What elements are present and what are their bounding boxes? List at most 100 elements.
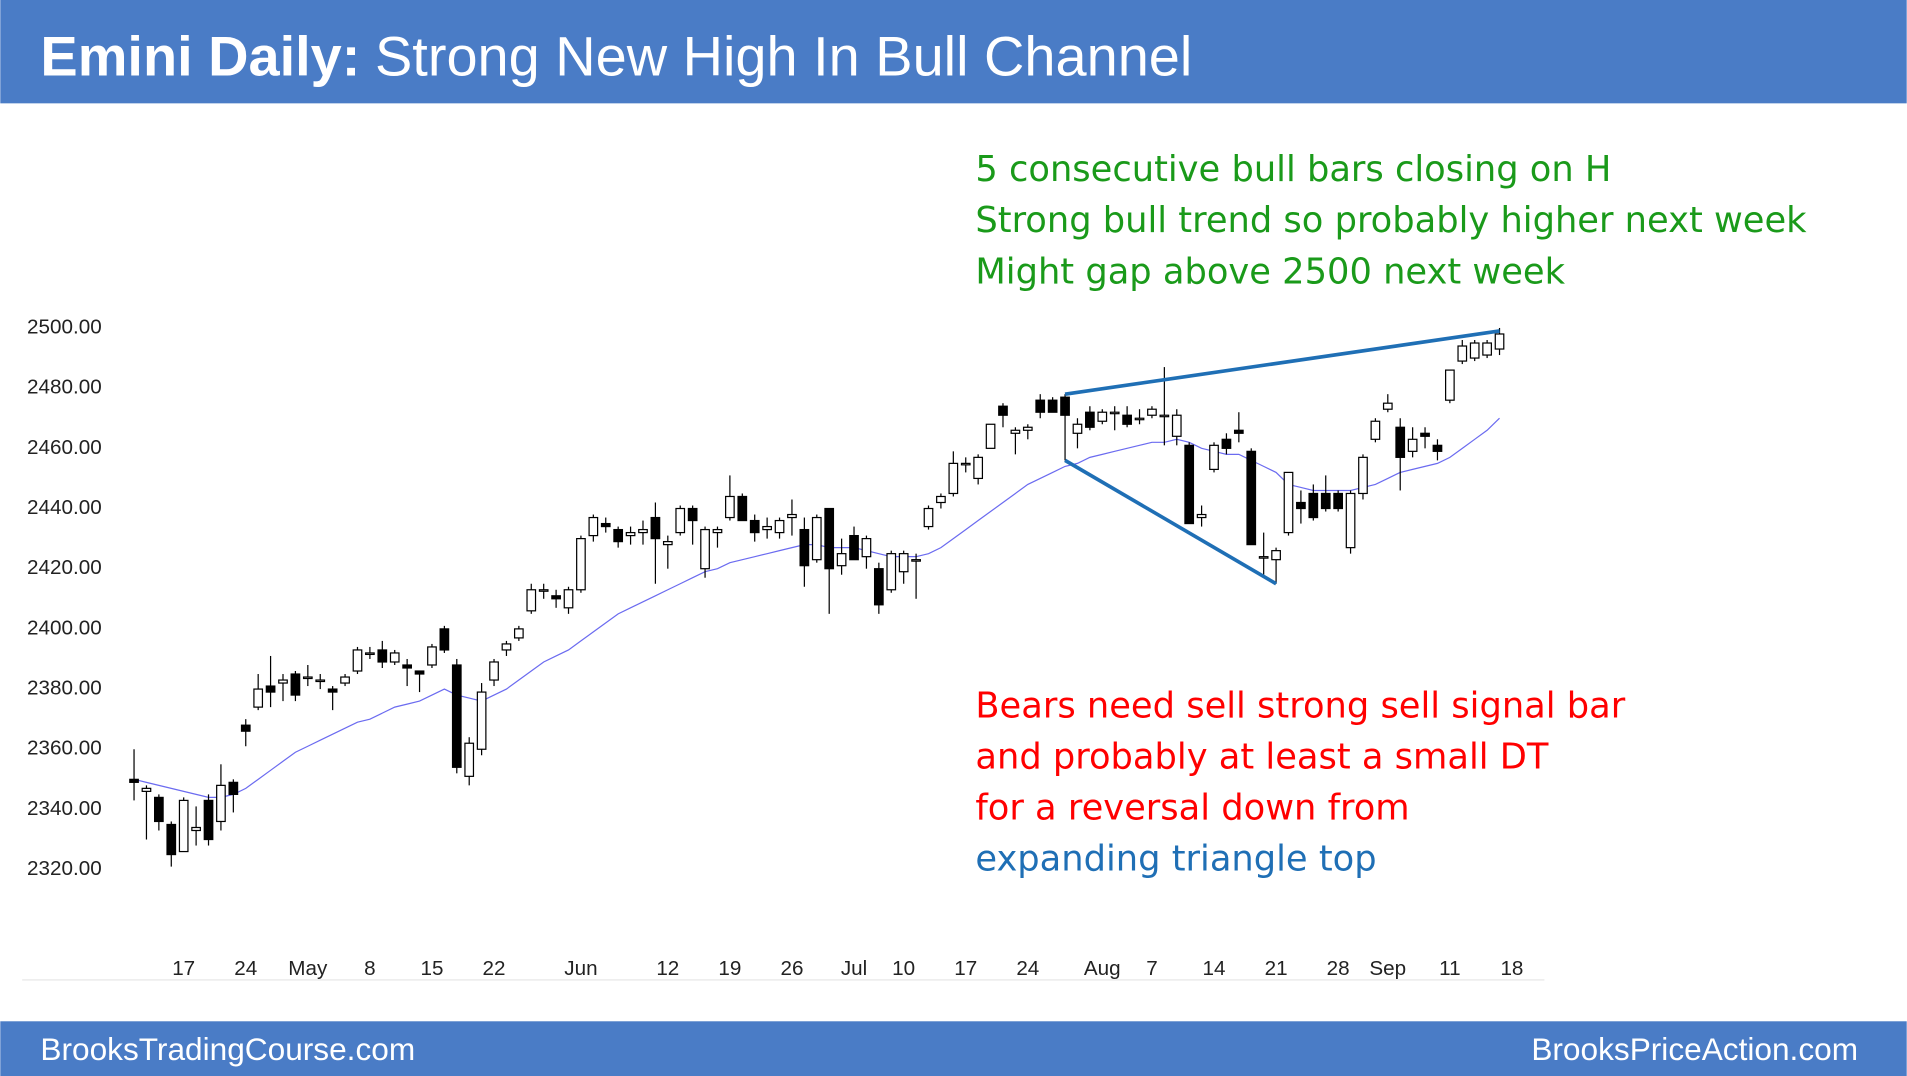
y-tick-label: 2500.00 [27,315,102,338]
candle-body [1196,513,1207,519]
candle-body [1035,399,1046,413]
trendline [1064,329,1500,396]
candle-body [1469,342,1480,359]
candle-body [166,823,177,856]
x-tick-label: 22 [483,957,506,980]
candle-body [973,456,984,480]
candle-body [1085,411,1095,428]
title-bold: Emini Daily: [40,24,360,87]
y-tick-label: 2420.00 [27,556,102,579]
candle-body [687,507,698,522]
candle-body [1494,333,1505,350]
candle-body [340,676,350,684]
candle-body [1097,411,1108,422]
candle-body [178,799,189,853]
candle-body [1147,408,1157,416]
bull-note: 5 consecutive bull bars closing on H [975,149,1611,190]
x-tick-label: 10 [892,957,915,980]
candle-body [1358,456,1368,495]
candle-body [253,688,264,708]
candle-body [365,652,375,656]
candle-body [1010,429,1021,434]
candle-body [923,507,934,528]
y-tick-label: 2480.00 [27,376,102,399]
candle-body [824,507,835,570]
x-tick-label: 18 [1500,957,1523,980]
candle-body [1184,444,1195,525]
candle-body [302,676,313,680]
candle-body [985,423,996,449]
candle-body [1296,501,1306,510]
candle-body [1445,369,1455,401]
candle-body [725,495,735,519]
x-tick-label: 28 [1327,957,1350,980]
candle-body [154,796,164,823]
candle-body [1320,492,1331,510]
x-tick-label: Aug [1084,957,1121,980]
bear-note: Bears need sell strong sell signal bar [975,685,1625,726]
candle-body [576,538,586,591]
candle-body [129,778,139,783]
x-tick-label: Jun [564,957,597,980]
x-tick-label: 7 [1146,957,1158,980]
candle-body [662,541,673,546]
footer-band [0,1021,1907,1076]
x-tick-label: May [288,957,328,980]
candle-body [1022,426,1033,431]
candle-body [439,628,450,651]
candle-body [240,724,251,732]
candle-body [451,664,462,768]
candle-body [998,405,1008,416]
x-tick-label: 26 [780,957,803,980]
candle-body [315,679,326,683]
candle-body [1382,402,1393,410]
candle-body [563,589,574,609]
y-tick-label: 2380.00 [27,677,102,700]
candle-body [389,652,400,663]
y-tick-label: 2320.00 [27,857,102,880]
candle-body [414,670,425,675]
candle-body [638,528,648,534]
x-tick-label: 17 [172,957,195,980]
x-tick-label: 15 [420,957,443,980]
candle-body [278,679,288,684]
candle-body [1432,444,1443,452]
candle-body [501,643,512,651]
candle-body [1333,492,1344,510]
candle-body [836,553,847,567]
x-tick-label: 8 [364,957,376,980]
candle-body [1482,342,1492,356]
candle-body [526,589,537,612]
x-tick-label: 21 [1265,957,1288,980]
y-tick-label: 2440.00 [27,496,102,519]
x-tick-label: 11 [1439,957,1460,980]
candle-body [476,691,487,750]
header-band [0,0,1907,104]
candle-body [1060,396,1070,416]
candle-body [402,664,412,669]
candle-body [551,595,561,600]
trendline [1064,458,1278,586]
footer-right: BrooksPriceAction.com [1531,1031,1858,1067]
candle-body [712,528,723,534]
candle-body [228,781,239,795]
candle-body [675,507,686,534]
pattern-note: expanding triangle top [975,839,1376,880]
bear-note: for a reversal down from [975,787,1409,828]
candle-body [799,528,810,567]
candle-body [948,462,959,495]
candle-body [700,528,710,570]
candle-body [377,649,388,663]
candle-body [1283,471,1294,534]
candle-body [861,538,872,558]
y-tick-label: 2400.00 [27,616,102,639]
x-tick-label: 24 [1016,957,1039,980]
x-tick-label: 17 [954,957,977,980]
candle-body [650,516,661,540]
candle-body [1246,450,1257,546]
x-tick-label: 24 [234,957,257,980]
y-tick-label: 2340.00 [27,797,102,820]
candle-body [489,661,499,681]
candle-body [513,628,524,639]
